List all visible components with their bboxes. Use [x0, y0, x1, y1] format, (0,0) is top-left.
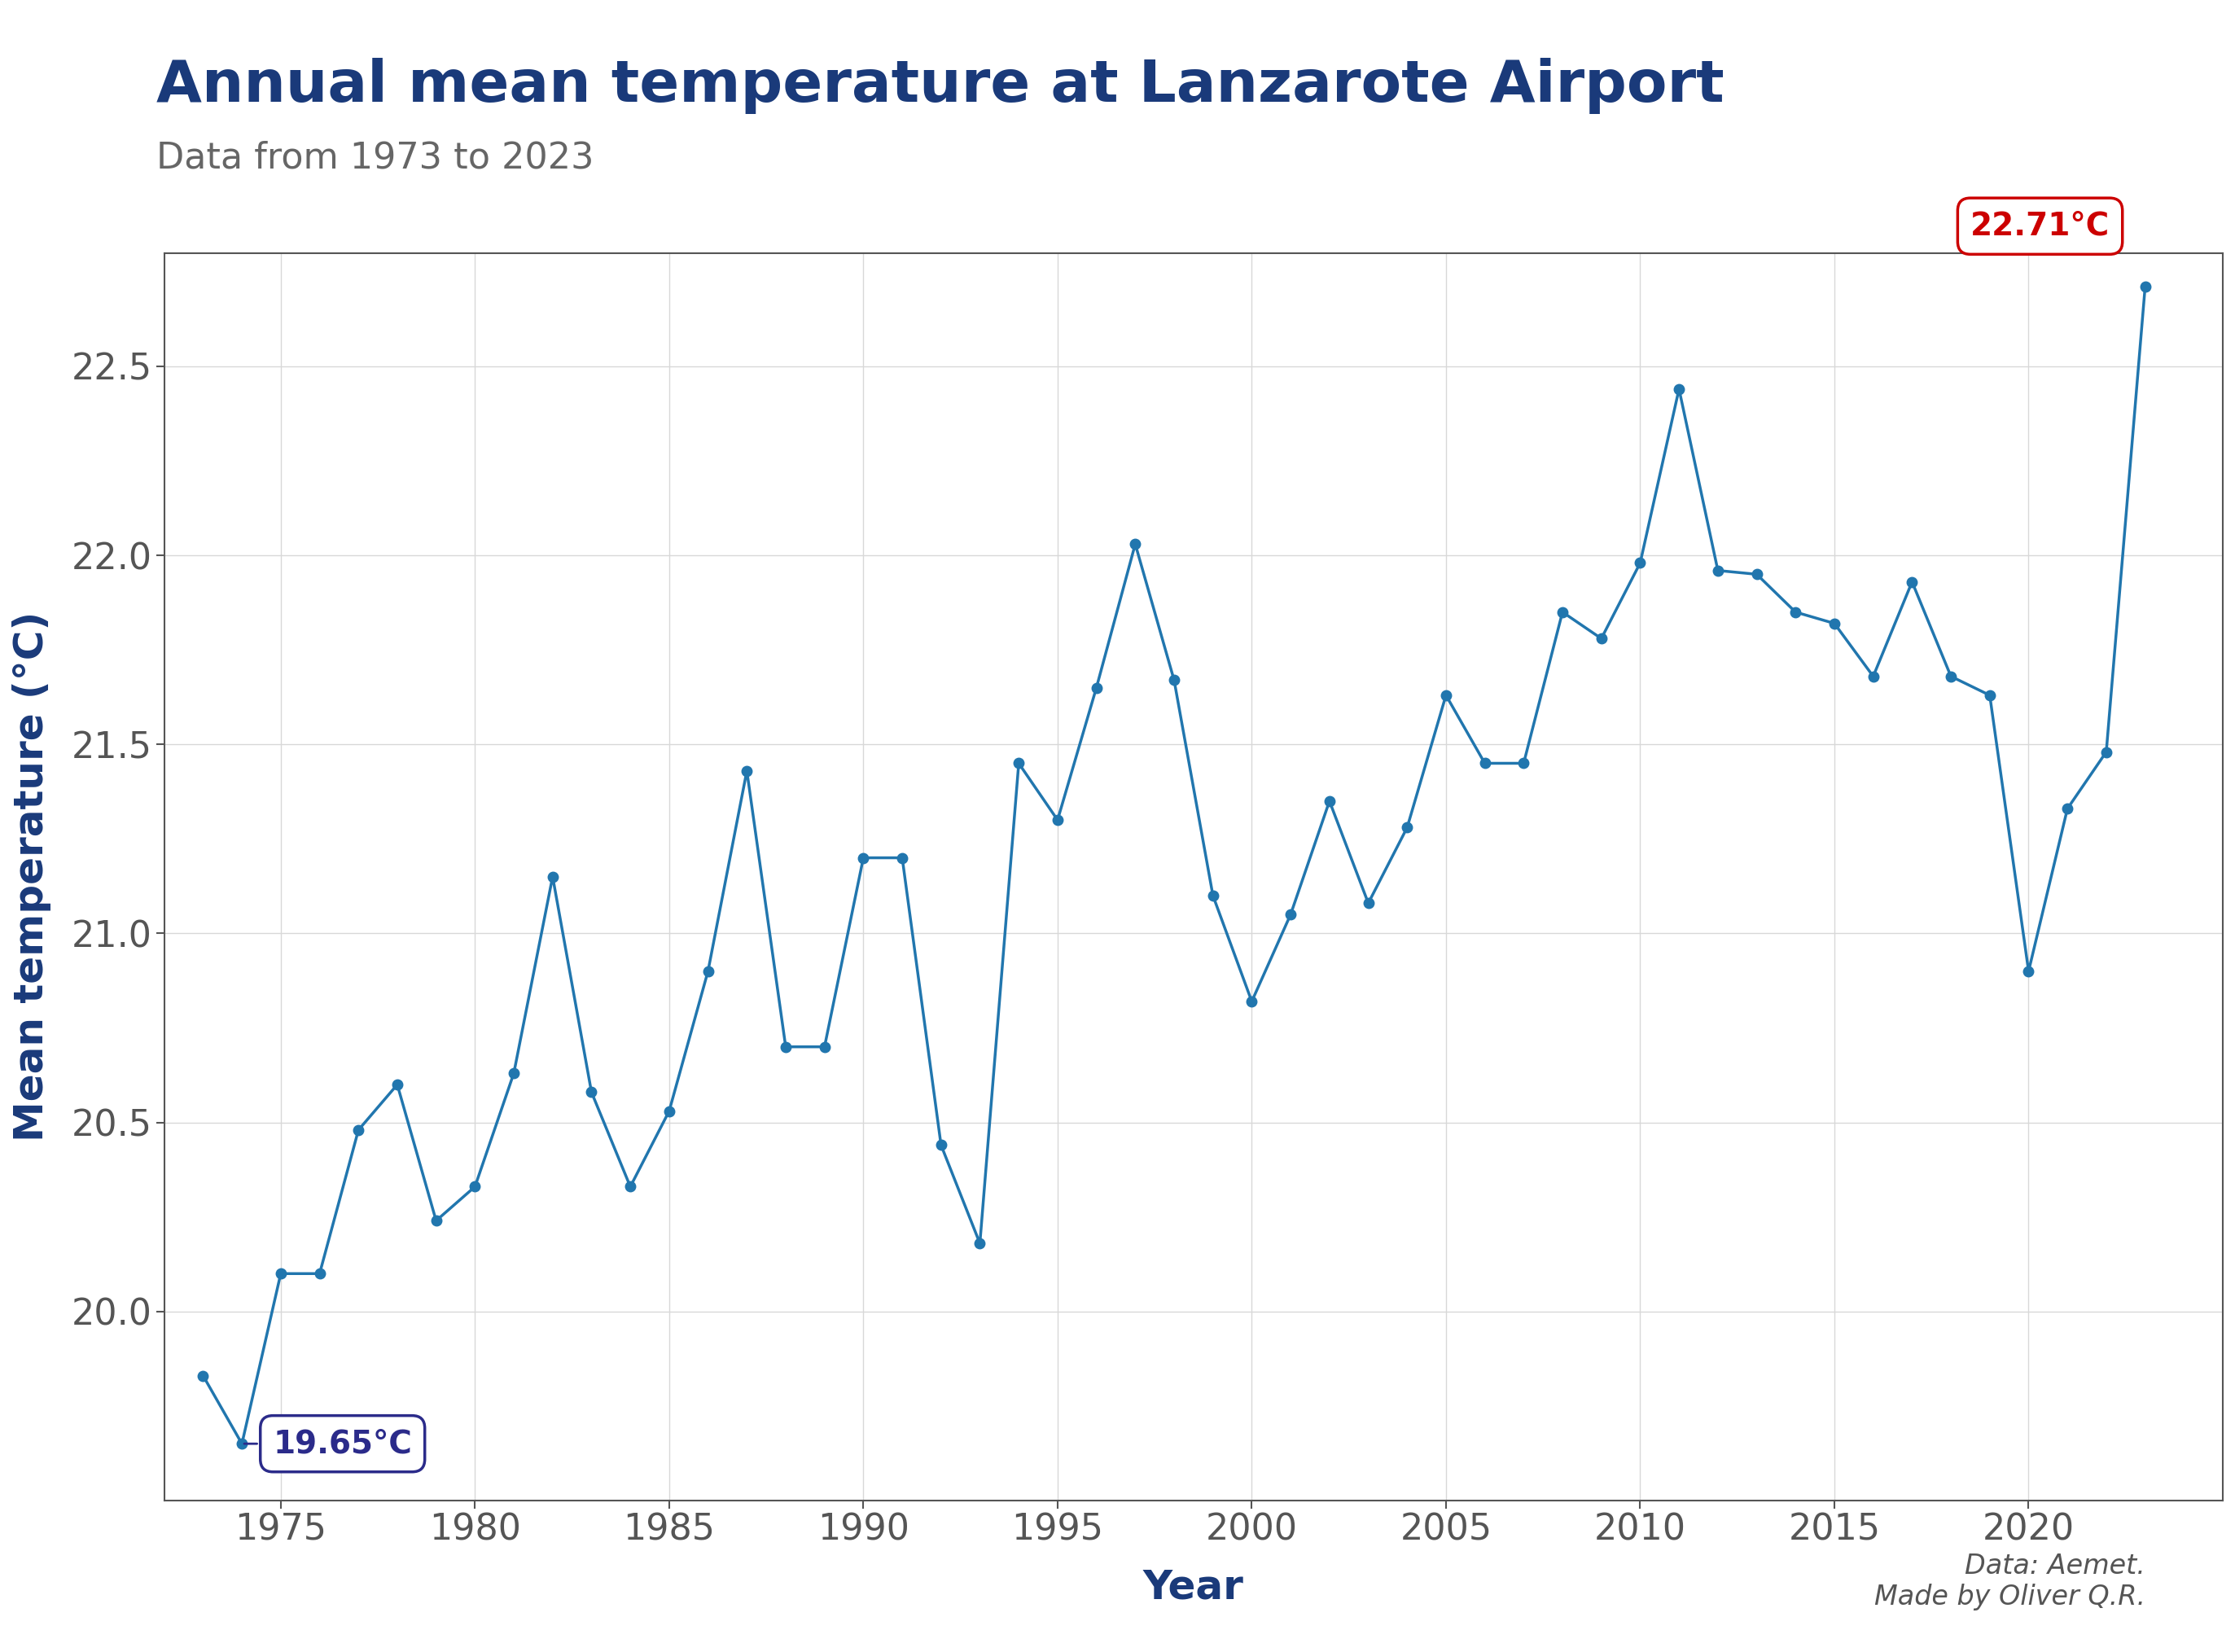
Text: 22.71°C: 22.71°C — [1971, 211, 2110, 241]
Text: Data from 1973 to 2023: Data from 1973 to 2023 — [156, 140, 595, 175]
Text: 19.65°C: 19.65°C — [244, 1429, 411, 1459]
Text: Annual mean temperature at Lanzarote Airport: Annual mean temperature at Lanzarote Air… — [156, 58, 1725, 114]
X-axis label: Year: Year — [1142, 1568, 1245, 1607]
Y-axis label: Mean temperature (°C): Mean temperature (°C) — [11, 611, 51, 1142]
Text: Data: Aemet.
Made by Oliver Q.R.: Data: Aemet. Made by Oliver Q.R. — [1875, 1553, 2146, 1611]
